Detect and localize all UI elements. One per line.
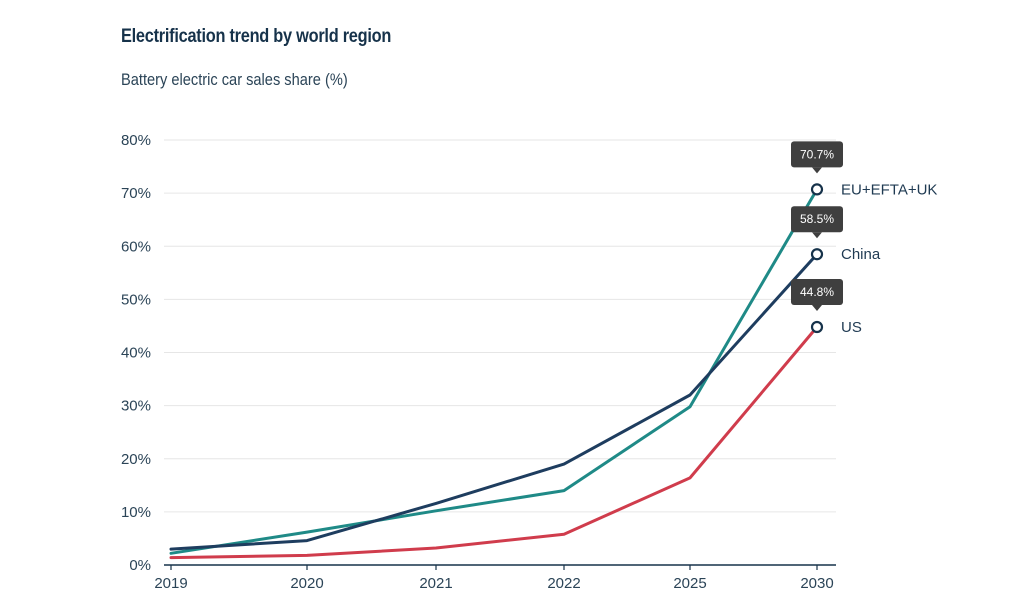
end-marker-us[interactable] bbox=[810, 320, 824, 334]
y-axis-ticks: 0% 10% 20% 30% 40% 50% 60% 70% 80% bbox=[121, 132, 151, 574]
x-tick-label: 2022 bbox=[547, 575, 580, 592]
callout-value-eu-efta-uk: 70.7% bbox=[800, 147, 834, 161]
callout-pointer-eu-efta-uk bbox=[812, 167, 822, 174]
x-axis bbox=[164, 564, 836, 570]
series-line-us bbox=[169, 325, 819, 560]
y-tick-label: 50% bbox=[121, 291, 151, 308]
chart-subtitle: Battery electric car sales share (%) bbox=[121, 70, 348, 89]
series-label-china: China bbox=[841, 246, 881, 263]
x-tick-label: 2019 bbox=[154, 575, 187, 592]
x-tick-label: 2025 bbox=[673, 575, 706, 592]
callout-pointer-china bbox=[812, 232, 822, 239]
y-tick-label: 60% bbox=[121, 238, 151, 255]
x-tick-label: 2021 bbox=[419, 575, 452, 592]
x-axis-ticks: 2019 2020 2021 2022 2025 2030 bbox=[154, 575, 833, 592]
callout-pointer-us bbox=[812, 305, 822, 311]
y-tick-label: 0% bbox=[129, 557, 151, 574]
callout-value-us: 44.8% bbox=[800, 285, 834, 299]
y-tick-label: 40% bbox=[121, 345, 151, 362]
callout-box-china bbox=[791, 206, 843, 233]
y-tick-label: 20% bbox=[121, 451, 151, 468]
end-marker-china[interactable] bbox=[810, 248, 824, 261]
series-label-eu-efta-uk: EU+EFTA+UK bbox=[841, 181, 937, 198]
x-tick-label: 2020 bbox=[290, 575, 323, 592]
series-line-eu-efta-uk bbox=[169, 187, 819, 555]
callout-box-us bbox=[791, 279, 843, 305]
chart-title: Electrification trend by world region bbox=[121, 26, 392, 47]
y-tick-label: 30% bbox=[121, 398, 151, 415]
callout-value-china: 58.5% bbox=[800, 212, 834, 226]
callout-box-eu-efta-uk bbox=[791, 141, 843, 168]
series-line-china bbox=[169, 252, 819, 551]
end-markers bbox=[810, 183, 824, 334]
series-labels: EU+EFTA+UK China US bbox=[841, 181, 937, 336]
series-lines bbox=[169, 187, 819, 560]
series-label-us: US bbox=[841, 319, 862, 336]
gridlines bbox=[164, 139, 836, 513]
value-callouts: 70.7% 58.5% 44.8% bbox=[791, 141, 843, 311]
y-tick-label: 80% bbox=[121, 132, 151, 149]
end-marker-eu-efta-uk[interactable] bbox=[810, 183, 824, 196]
x-tick-label: 2030 bbox=[800, 575, 833, 592]
y-tick-label: 70% bbox=[121, 185, 151, 202]
y-tick-label: 10% bbox=[121, 504, 151, 521]
